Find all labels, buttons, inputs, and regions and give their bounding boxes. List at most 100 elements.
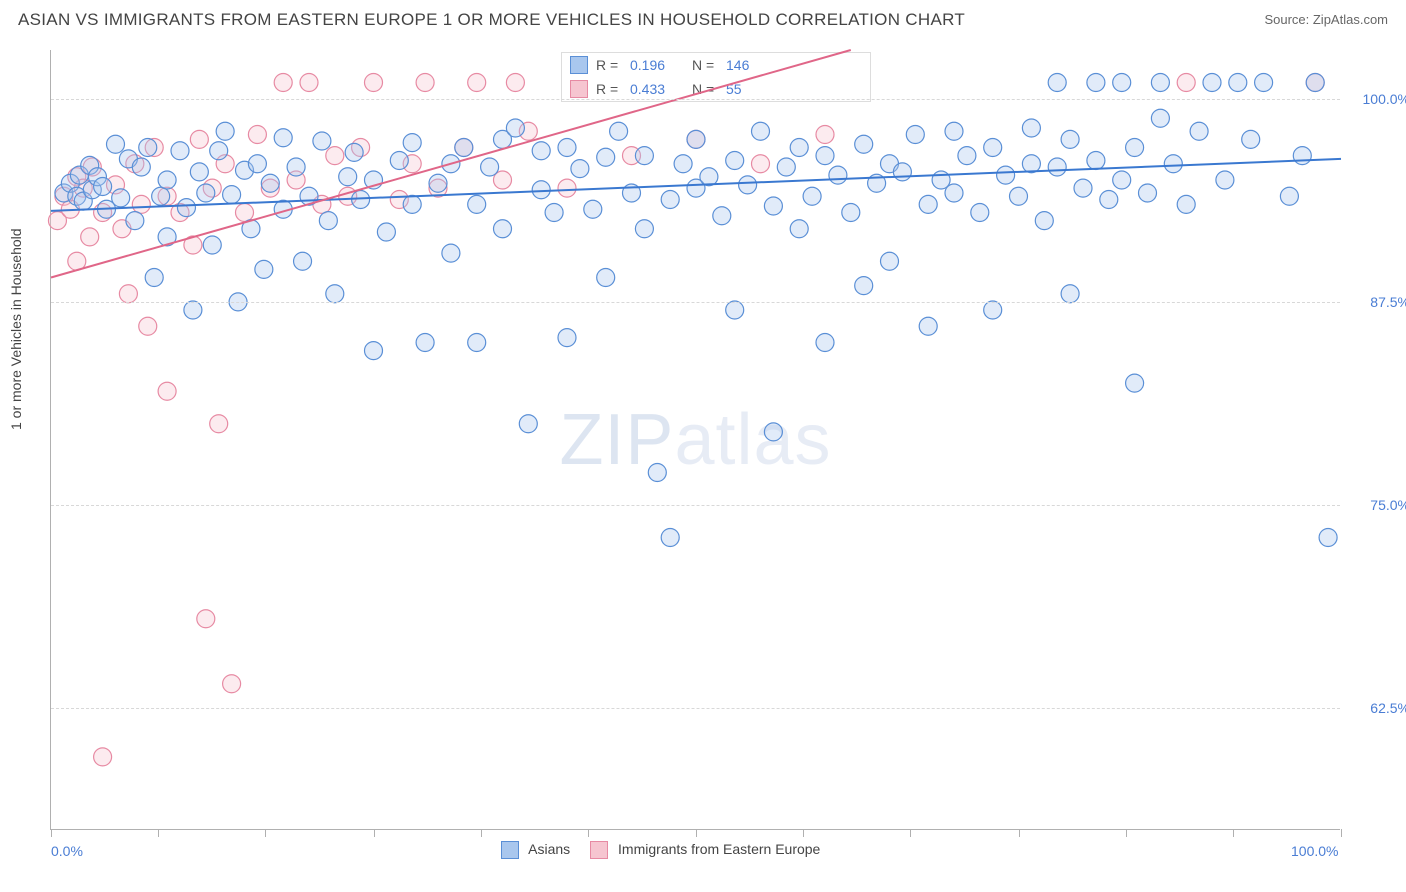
data-point	[739, 176, 757, 194]
data-point	[132, 158, 150, 176]
data-point	[842, 204, 860, 222]
ytick-label: 62.5%	[1350, 700, 1406, 716]
data-point	[661, 529, 679, 547]
data-point	[945, 184, 963, 202]
data-point	[984, 301, 1002, 319]
chart-container: ASIAN VS IMMIGRANTS FROM EASTERN EUROPE …	[0, 0, 1406, 892]
data-point	[1229, 74, 1247, 92]
data-point	[158, 187, 176, 205]
data-point	[1061, 130, 1079, 148]
data-point	[365, 171, 383, 189]
data-point	[494, 220, 512, 238]
data-point	[429, 174, 447, 192]
gridline	[51, 99, 1340, 100]
data-point	[55, 184, 73, 202]
data-point	[1022, 155, 1040, 173]
data-point	[119, 285, 137, 303]
data-point	[61, 200, 79, 218]
data-point	[597, 269, 615, 287]
data-point	[584, 200, 602, 218]
data-point	[932, 171, 950, 189]
data-point	[881, 155, 899, 173]
data-point	[816, 126, 834, 144]
data-point	[855, 277, 873, 295]
data-point	[74, 179, 92, 197]
data-point	[1035, 212, 1053, 230]
data-point	[519, 122, 537, 140]
data-point	[112, 189, 130, 207]
data-point	[81, 156, 99, 174]
data-point	[971, 204, 989, 222]
legend-label: Immigrants from Eastern Europe	[618, 841, 820, 857]
xtick	[1341, 829, 1342, 837]
data-point	[700, 168, 718, 186]
data-point	[403, 195, 421, 213]
ytick-label: 75.0%	[1350, 497, 1406, 513]
data-point	[519, 415, 537, 433]
xtick	[51, 829, 52, 837]
data-point	[777, 158, 795, 176]
chart-title: ASIAN VS IMMIGRANTS FROM EASTERN EUROPE …	[18, 10, 965, 30]
data-point	[319, 212, 337, 230]
data-point	[623, 147, 641, 165]
data-point	[248, 126, 266, 144]
data-point	[68, 187, 86, 205]
data-point	[610, 122, 628, 140]
data-point	[74, 192, 92, 210]
data-point	[261, 179, 279, 197]
xtick	[1019, 829, 1020, 837]
legend-stats: R = 0.196 N = 146 R = 0.433 N = 55	[561, 52, 871, 102]
data-point	[377, 223, 395, 241]
data-point	[365, 74, 383, 92]
data-point	[171, 204, 189, 222]
xtick	[158, 829, 159, 837]
data-point	[216, 122, 234, 140]
data-point	[223, 675, 241, 693]
data-point	[210, 415, 228, 433]
watermark: ZIPatlas	[559, 399, 831, 481]
data-point	[139, 317, 157, 335]
data-point	[203, 179, 221, 197]
data-point	[661, 191, 679, 209]
data-point	[274, 129, 292, 147]
data-point	[623, 184, 641, 202]
data-point	[532, 142, 550, 160]
xtick	[910, 829, 911, 837]
data-point	[494, 130, 512, 148]
xtick	[265, 829, 266, 837]
data-point	[287, 171, 305, 189]
data-point	[1074, 179, 1092, 197]
data-point	[713, 207, 731, 225]
data-point	[390, 152, 408, 170]
data-point	[1087, 152, 1105, 170]
data-point	[1164, 155, 1182, 173]
data-point	[1022, 119, 1040, 137]
data-point	[674, 155, 692, 173]
data-point	[184, 301, 202, 319]
data-point	[145, 139, 163, 157]
y-axis-label: 1 or more Vehicles in Household	[8, 228, 24, 430]
data-point	[68, 168, 86, 186]
data-point	[687, 130, 705, 148]
data-point	[571, 160, 589, 178]
xtick-label: 0.0%	[51, 843, 83, 859]
data-point	[881, 252, 899, 270]
data-point	[1293, 147, 1311, 165]
data-point	[752, 155, 770, 173]
data-point	[545, 204, 563, 222]
data-point	[197, 184, 215, 202]
data-point	[816, 147, 834, 165]
data-point	[61, 174, 79, 192]
trend-line	[51, 159, 1341, 211]
data-point	[1190, 122, 1208, 140]
n-value: 146	[726, 57, 780, 73]
data-point	[158, 228, 176, 246]
data-point	[906, 126, 924, 144]
data-point	[803, 187, 821, 205]
legend-item-asians: Asians	[501, 841, 570, 859]
data-point	[1048, 158, 1066, 176]
gridline	[51, 708, 1340, 709]
data-point	[442, 244, 460, 262]
data-point	[94, 204, 112, 222]
data-point	[558, 139, 576, 157]
